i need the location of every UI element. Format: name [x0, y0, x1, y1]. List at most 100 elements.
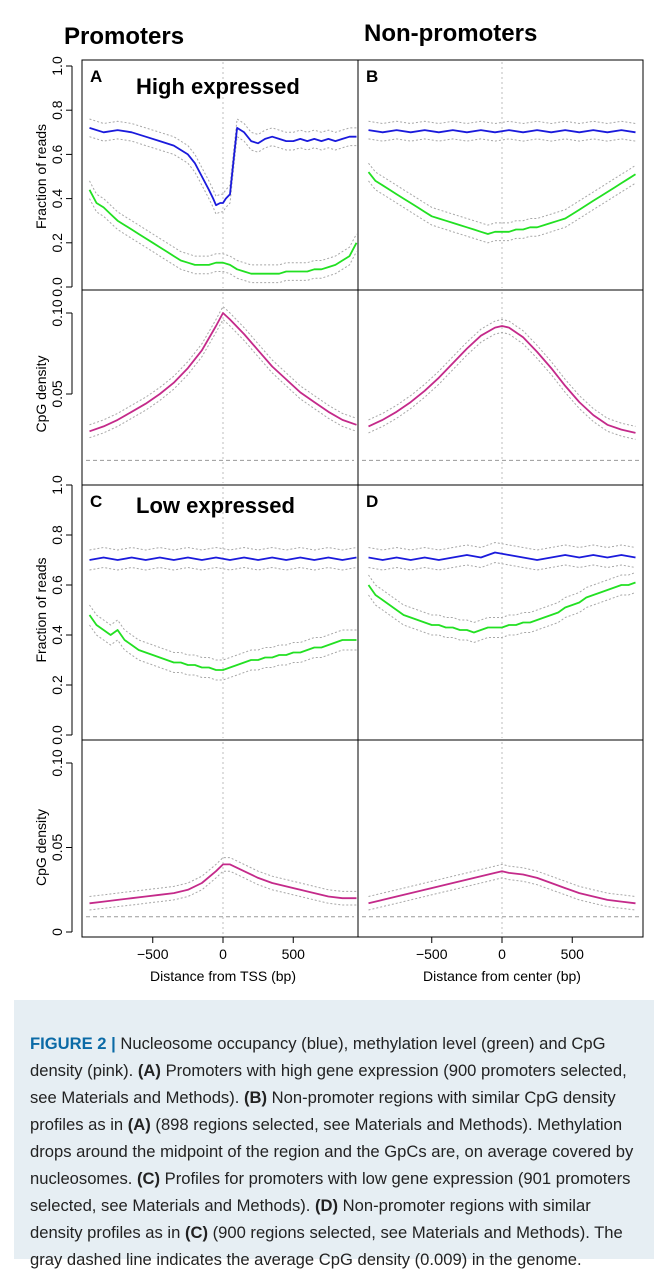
panel-a: A High expressed 0.0 0.2 0.4 0.6 0.8 1.0 Fractio… — [33, 56, 359, 297]
x-tick-label: −500 — [416, 946, 448, 962]
caption-panel-ref: (A) — [137, 1061, 161, 1080]
x-tick-label: −500 — [137, 946, 169, 962]
panel-d-cpg: −500 0 500 Distance from center (bp) — [357, 739, 644, 984]
panel-letter: D — [366, 492, 378, 511]
panel-b-cpg — [357, 289, 644, 486]
caption-text: Non-promoter regions with similar densit… — [30, 1196, 591, 1242]
caption-panel-ref: (B) — [243, 1088, 268, 1107]
panel-border — [357, 289, 644, 486]
series-band — [368, 592, 636, 644]
series-band — [368, 331, 636, 440]
y-tick-label: 0.05 — [49, 834, 65, 861]
caption-body: Nucleosome occupancy (blue), methylation… — [30, 1034, 633, 1269]
panel-b: B — [357, 59, 644, 291]
series-band — [89, 305, 357, 426]
panel-border — [357, 739, 644, 938]
panel-letter: B — [366, 67, 378, 86]
x-axis-label: Distance from center (bp) — [423, 968, 581, 984]
y-tick-label: 0.6 — [49, 144, 65, 164]
series-line-0 — [89, 127, 357, 207]
x-tick-label: 500 — [282, 946, 306, 962]
series-band — [368, 138, 636, 142]
series-line-1 — [88, 189, 358, 275]
series-line-1 — [88, 614, 357, 671]
series-line-0 — [368, 129, 636, 134]
figure-caption: FIGURE 2 | Nucleosome occupancy (blue), … — [30, 1030, 638, 1273]
series-line-0 — [368, 325, 636, 434]
panel-border — [81, 484, 359, 741]
series-band — [89, 546, 357, 551]
panel-c-cpg: 0 0.05 0.10 CpG density −500 0 500 Distance fro… — [33, 739, 359, 984]
figure-caption-box: FIGURE 2 | Nucleosome occupancy (blue), … — [14, 1000, 654, 1269]
series-band — [368, 318, 636, 427]
y-axis-label: Fraction of reads — [33, 124, 49, 229]
panel-border — [81, 739, 359, 938]
panel-letter: C — [90, 492, 102, 511]
x-tick-label: 500 — [561, 946, 585, 962]
y-tick-label: 0.05 — [49, 380, 65, 407]
y-tick-label: 0.8 — [49, 100, 65, 120]
y-axis-label: Fraction of reads — [33, 557, 49, 662]
caption-text: Promoters with high gene expression (900… — [30, 1061, 627, 1107]
panel-c: C Low expressed 0.0 0.2 0.4 0.6 0.8 1.0 Fraction… — [33, 475, 359, 745]
series-band — [89, 318, 357, 439]
caption-text: (898 regions selected, see Materials and… — [30, 1115, 634, 1188]
caption-panel-ref: (C) — [137, 1169, 161, 1188]
figure-panels: Promoters Non-promoters A High expressed 0… — [33, 20, 644, 984]
caption-text: Non-promoter regions with similar CpG de… — [30, 1088, 616, 1134]
y-tick-label: 1.0 — [49, 56, 65, 76]
caption-panel-ref: (D) — [315, 1196, 339, 1215]
series-band — [89, 604, 357, 661]
panel-d: D — [357, 484, 644, 741]
x-tick-label: 0 — [219, 946, 227, 962]
x-axis-label: Distance from TSS (bp) — [150, 968, 296, 984]
y-tick-label: 1.0 — [49, 475, 65, 495]
series-band — [89, 135, 357, 215]
series-line-0 — [368, 551, 636, 561]
series-line-1 — [367, 171, 636, 235]
y-tick-label: 0.4 — [49, 625, 65, 645]
caption-text: Nucleosome occupancy (blue), methylation… — [30, 1034, 606, 1080]
y-tick-label: 0 — [49, 928, 65, 936]
caption-text: (900 regions selected, see Materials and… — [30, 1223, 623, 1269]
series-line-0 — [89, 863, 357, 905]
panel-letter: A — [90, 67, 102, 86]
figure-label: FIGURE 2 | — [30, 1034, 116, 1053]
series-band — [368, 541, 636, 551]
y-tick-label: 0.6 — [49, 575, 65, 595]
panel-title: Low expressed — [136, 493, 295, 518]
series-band — [368, 120, 636, 125]
plot-area: A High expressed 0.0 0.2 0.4 0.6 0.8 1.0 Fractio… — [33, 56, 644, 984]
series-band — [89, 198, 357, 284]
series-band — [89, 118, 357, 198]
caption-text: Profiles for promoters with low gene exp… — [30, 1169, 631, 1215]
panel-a-cpg: 0.05 0.10 CpG density — [33, 289, 359, 486]
y-axis-label: CpG density — [33, 809, 49, 886]
series-band — [368, 572, 636, 624]
series-line-1 — [367, 581, 636, 634]
panel-title: High expressed — [136, 74, 300, 99]
series-line-0 — [368, 870, 636, 905]
column-title-promoters: Promoters — [64, 23, 184, 50]
y-tick-label: 0.8 — [49, 525, 65, 545]
y-axis-label: CpG density — [33, 355, 49, 432]
x-tick-label: 0 — [498, 946, 506, 962]
y-tick-label: 0.2 — [49, 675, 65, 695]
series-band — [89, 566, 357, 571]
y-tick-label: 0.10 — [49, 749, 65, 776]
series-band — [368, 877, 636, 911]
y-tick-label: 0.10 — [49, 299, 65, 326]
series-band — [89, 624, 357, 681]
series-band — [368, 863, 636, 897]
caption-panel-ref: (C) — [184, 1223, 208, 1242]
y-tick-label: 0.4 — [49, 189, 65, 209]
series-band — [368, 561, 636, 571]
series-band — [89, 180, 357, 266]
series-line-0 — [89, 312, 357, 433]
y-tick-label: 0.0 — [49, 725, 65, 745]
panel-border — [357, 59, 644, 291]
column-title-non-promoters: Non-promoters — [364, 20, 537, 47]
y-tick-label: 0.0 — [49, 277, 65, 297]
y-tick-label: 0.2 — [49, 233, 65, 253]
caption-panel-ref: (A) — [127, 1115, 151, 1134]
